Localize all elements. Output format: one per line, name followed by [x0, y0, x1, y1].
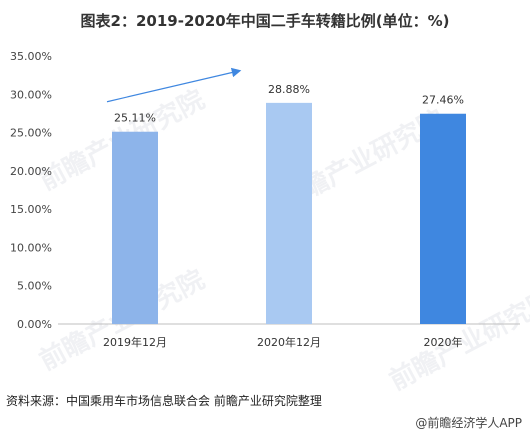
bar — [266, 102, 312, 324]
x-tick-label: 2020年 — [424, 335, 463, 349]
data-label: 28.88% — [268, 83, 310, 96]
x-tick-label: 2020年12月 — [257, 335, 321, 349]
y-tick-label: 20.00% — [10, 165, 52, 178]
y-tick-label: 25.00% — [10, 127, 52, 140]
y-tick-label: 10.00% — [10, 241, 52, 254]
bar-chart: 0.00% 5.00% 10.00% 15.00% 20.00% 25.00% 30.00%… — [10, 50, 520, 349]
data-label: 25.11% — [114, 112, 156, 125]
source-note: 资料来源：中国乘用车市场信息联合会 前瞻产业研究院整理 — [6, 394, 322, 408]
brand-credit: @前瞻经济学人APP — [415, 416, 522, 430]
x-tick-label: 2019年12月 — [103, 335, 167, 349]
chart-title: 图表2：2019-2020年中国二手车转籍比例(单位：%) — [80, 12, 450, 30]
y-tick-label: 5.00% — [17, 280, 52, 293]
bar — [112, 131, 158, 324]
y-tick-label: 15.00% — [10, 203, 52, 216]
bar — [420, 113, 466, 324]
trend-arrow — [106, 67, 242, 103]
y-tick-label: 35.00% — [10, 50, 52, 63]
y-tick-label: 30.00% — [10, 88, 52, 101]
data-label: 27.46% — [422, 94, 464, 107]
y-tick-label: 0.00% — [17, 318, 52, 331]
